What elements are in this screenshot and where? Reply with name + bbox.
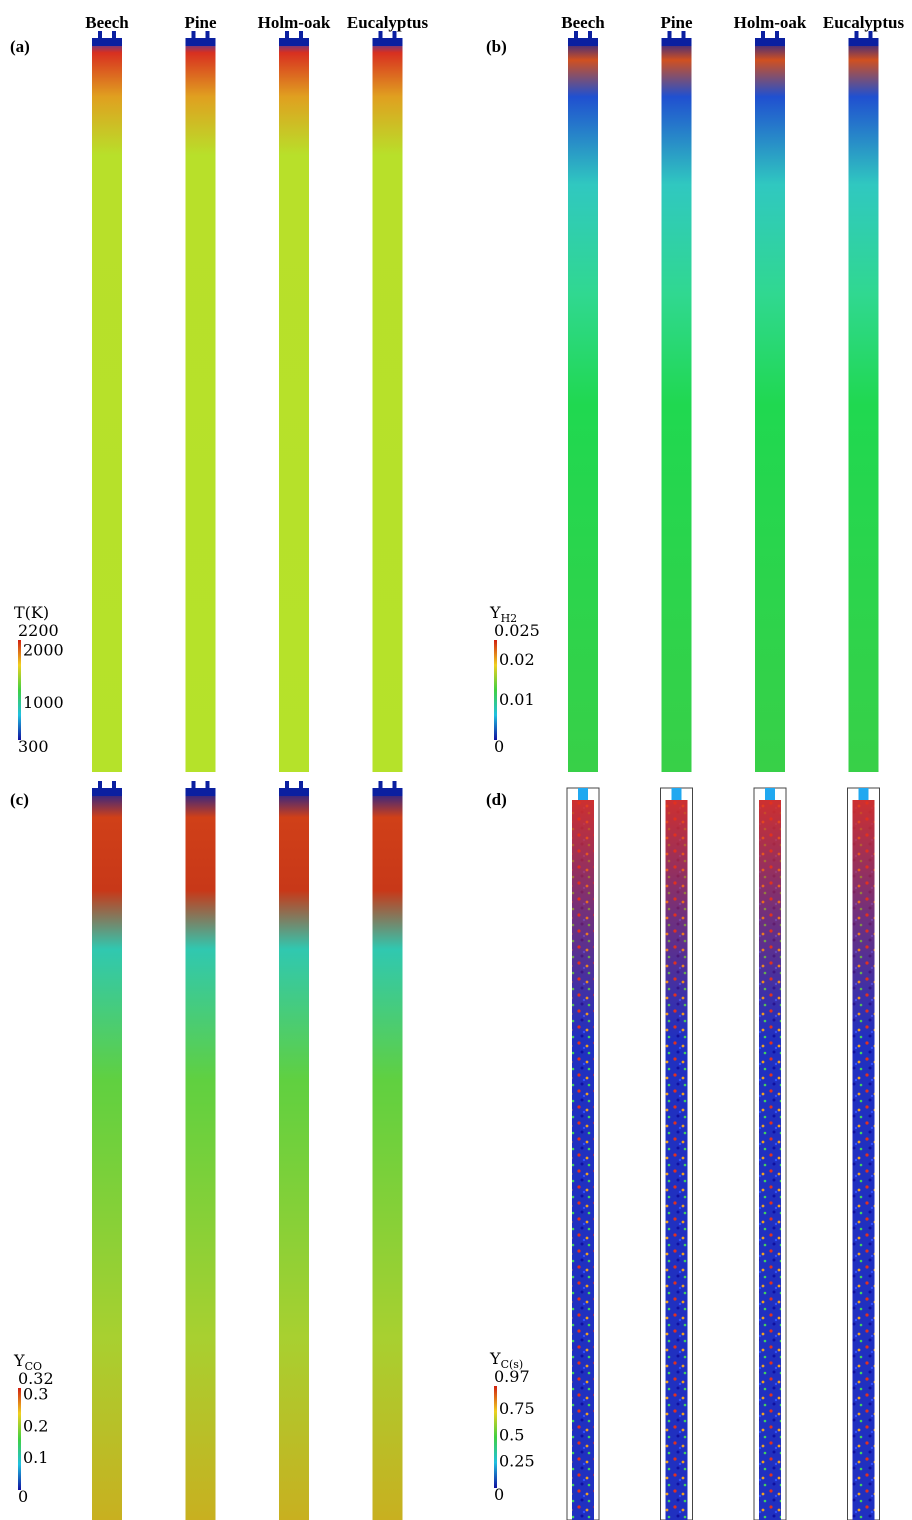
tube [662,38,692,772]
colorbar-title-base: T(K) [14,603,49,622]
colorbar-tick-label: 0.5 [499,1425,524,1444]
particles-core [572,800,594,1200]
colorbar-tick-label: 0.1 [23,1448,48,1467]
colorbar-title-base: Y [489,603,501,622]
tube [373,38,403,772]
column-header: Holm-oak [734,13,807,32]
colorbar-tick-label: 2000 [23,641,64,660]
panel-label: (b) [486,37,507,56]
column-header: Eucalyptus [823,13,905,32]
column-header: Beech [561,13,605,32]
colorbar-tick-label: 0.3 [23,1384,48,1403]
tube [279,788,309,1520]
colorbar-tick-label: 2200 [18,621,59,640]
tube [849,38,879,772]
tube [279,38,309,772]
tube-inlet [373,31,403,46]
inlet [672,788,682,800]
panel-label: (d) [486,790,507,809]
tube-inlet [568,31,598,46]
colorbar-tick-label: 0 [18,1487,28,1506]
colorbar-tick-label: 0.025 [494,621,540,640]
tube-inlet [186,31,216,46]
inlet [578,788,588,800]
colorbar [18,1388,21,1490]
tube-inlet [92,31,122,46]
colorbar [18,640,21,740]
tube-inlet [279,31,309,46]
tube-inlet [186,781,216,796]
tube [186,38,216,772]
tube [373,788,403,1520]
particles-core [666,800,688,1200]
particles-core [759,800,781,1200]
panel: (a) Beech Pine Holm-oak Eucalyptus T(K)220020… [10,13,429,772]
figure: (a) Beech Pine Holm-oak Eucalyptus T(K)220020… [0,0,912,1520]
colorbar-tick-label: 0.2 [23,1416,48,1435]
colorbar-title-base: Y [13,1351,25,1370]
tube-inlet [92,781,122,796]
panel: (d)YC(s)0.970.750.50.250 [486,788,880,1520]
column-header: Pine [184,13,217,32]
tube [92,38,122,772]
colorbar-tick-label: 0.01 [499,690,535,709]
colorbar-tick-label: 0.02 [499,650,535,669]
colorbar-title-base: Y [489,1349,501,1368]
tube [186,788,216,1520]
colorbar [494,1386,497,1488]
colorbar-tick-label: 1000 [23,693,64,712]
inlet [765,788,775,800]
column-header: Beech [85,13,129,32]
tube-inlet [279,781,309,796]
tube-inlet [662,31,692,46]
column-header: Holm-oak [258,13,331,32]
tube [568,38,598,772]
column-header: Pine [660,13,693,32]
tube-inlet [373,781,403,796]
tube-inlet [755,31,785,46]
colorbar-title: T(K) [14,603,49,622]
colorbar-tick-label: 0.97 [494,1367,530,1386]
panel-label: (c) [10,790,29,809]
panel-label: (a) [10,37,30,56]
tube-inlet [849,31,879,46]
particles-core [853,800,875,1200]
colorbar-tick-label: 0 [494,1485,504,1504]
colorbar-tick-label: 0.75 [499,1399,535,1418]
colorbar-tick-label: 300 [18,737,49,756]
tube [755,38,785,772]
colorbar [494,640,497,740]
tube [92,788,122,1520]
inlet [859,788,869,800]
colorbar-tick-label: 0.25 [499,1452,535,1471]
colorbar-tick-label: 0 [494,737,504,756]
column-header: Eucalyptus [347,13,429,32]
